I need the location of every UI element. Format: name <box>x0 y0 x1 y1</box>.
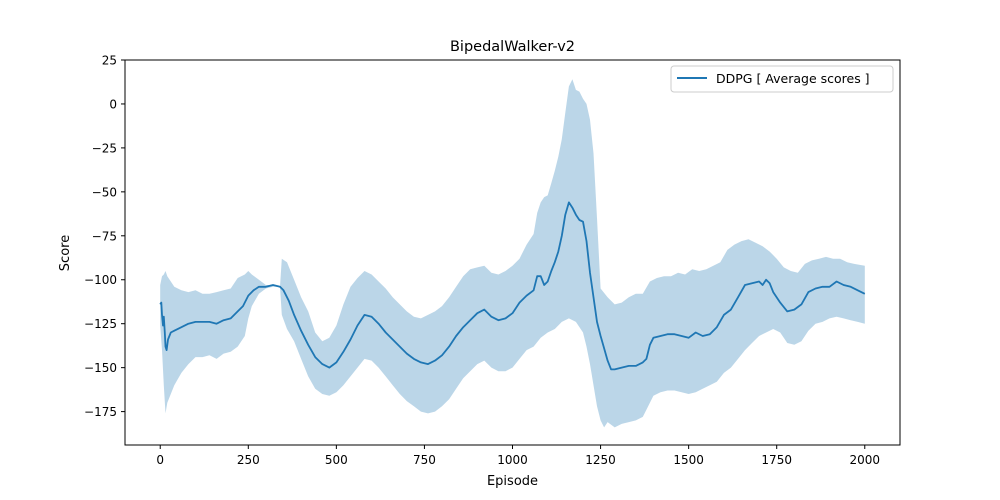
y-axis-label: Score <box>58 235 73 271</box>
y-axis: 25 0 −25 −50 −75 −100 −125 −150 −175 <box>84 54 125 419</box>
y-tick-label: −125 <box>84 317 117 331</box>
y-tick-label: −50 <box>92 185 117 199</box>
x-tick-label: 0 <box>156 453 164 467</box>
x-tick-label: 1500 <box>673 453 704 467</box>
x-axis: 0 250 500 750 1000 1250 1500 1750 2000 <box>156 445 880 467</box>
series-average-score-line <box>159 201 866 371</box>
x-tick-label: 2000 <box>849 453 880 467</box>
x-tick-label: 250 <box>237 453 260 467</box>
chart-title: BipedalWalker-v2 <box>450 39 575 55</box>
plot-frame <box>124 59 901 446</box>
y-tick-label: −25 <box>92 141 117 155</box>
y-tick-label: −150 <box>84 361 117 375</box>
y-tick-label: −100 <box>84 273 117 287</box>
legend-box <box>670 65 894 93</box>
y-tick-label: −75 <box>92 229 117 243</box>
x-axis-label: Episode <box>487 474 538 489</box>
legend: DDPG [ Average scores ] <box>670 65 894 93</box>
x-tick-label: 750 <box>413 453 436 467</box>
legend-entry-label: DDPG [ Average scores ] <box>716 71 870 86</box>
x-tick-label: 1000 <box>497 453 528 467</box>
x-tick-label: 1250 <box>585 453 616 467</box>
x-tick-label: 1750 <box>761 453 792 467</box>
series-score-band <box>160 79 865 428</box>
plot-area <box>159 79 866 428</box>
x-tick-label: 500 <box>325 453 348 467</box>
y-tick-label: 0 <box>109 97 117 111</box>
y-tick-label: 25 <box>102 54 117 68</box>
y-tick-label: −175 <box>84 405 117 419</box>
